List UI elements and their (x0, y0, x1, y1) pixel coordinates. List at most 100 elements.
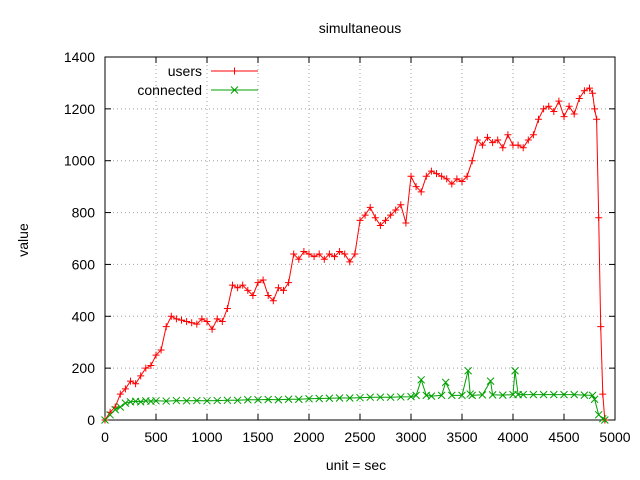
y-tick-label: 400 (72, 308, 96, 324)
data-point-users (535, 115, 542, 123)
data-point-users (489, 139, 497, 147)
data-point-connected (580, 391, 589, 399)
data-point-connected (529, 390, 538, 399)
data-point-users (239, 281, 247, 289)
data-point-users (458, 177, 466, 185)
x-tick-label: 2500 (344, 429, 375, 445)
data-point-users (254, 279, 262, 287)
x-tick-label: 4500 (548, 429, 579, 445)
data-point-connected (468, 391, 477, 400)
data-point-connected (488, 390, 497, 399)
data-point-users (575, 94, 583, 102)
data-point-users (203, 317, 211, 325)
data-point-connected (305, 394, 313, 403)
data-point-users (463, 172, 471, 180)
data-point-users (570, 110, 578, 118)
data-point-connected (570, 390, 579, 399)
data-point-users (433, 170, 440, 178)
data-point-connected (466, 390, 475, 398)
x-tick-label: 3000 (395, 429, 426, 445)
data-point-users (550, 107, 558, 115)
data-point-connected (498, 391, 507, 399)
data-point-connected (182, 396, 191, 405)
data-point-connected (549, 390, 558, 399)
data-point-users (249, 292, 257, 300)
data-point-users (589, 89, 597, 97)
series-layer (101, 84, 609, 424)
x-tick-label: 500 (144, 429, 168, 445)
data-point-connected (172, 396, 181, 405)
data-point-users (366, 203, 374, 211)
data-point-connected (588, 391, 597, 400)
data-point-users (351, 250, 359, 258)
x-tick-label: 1500 (242, 429, 273, 445)
data-point-users (499, 144, 507, 152)
data-point-connected (223, 396, 232, 405)
data-point-users (167, 312, 175, 320)
data-point-users (264, 292, 272, 300)
data-point-connected (539, 390, 548, 399)
data-point-users (213, 315, 221, 323)
data-point-users (478, 141, 486, 149)
data-point-users (597, 323, 605, 331)
data-point-connected (121, 399, 130, 407)
data-point-connected (366, 393, 375, 402)
data-point-users (132, 380, 140, 388)
data-point-users (127, 377, 134, 385)
data-point-connected (152, 396, 160, 405)
series-connected (101, 366, 609, 424)
data-point-users (305, 250, 313, 258)
data-point-connected (213, 396, 222, 405)
data-point-connected (600, 416, 609, 424)
data-point-users (295, 255, 303, 263)
data-point-users (468, 157, 476, 165)
x-ticks: 0 500 1000 1500 2000 2500 3000 3500 4000 4500 5000 (101, 57, 631, 445)
data-point-users (193, 320, 201, 328)
data-point-connected (412, 391, 420, 400)
data-point-users (290, 250, 298, 258)
data-point-users (178, 316, 185, 324)
x-tick-label: 0 (101, 429, 109, 445)
y-tick-label: 600 (72, 256, 96, 272)
data-point-connected (203, 396, 211, 405)
data-point-connected (264, 395, 273, 404)
data-point-users (412, 183, 420, 191)
data-point-users (371, 214, 379, 222)
data-point-users (593, 115, 601, 123)
series-line-connected (104, 370, 606, 421)
data-point-users (172, 315, 180, 323)
data-point-users (269, 297, 277, 305)
data-point-connected (254, 395, 262, 404)
data-point-connected (386, 393, 395, 402)
data-point-connected (427, 392, 436, 400)
data-point-connected (447, 391, 456, 400)
x-tick-label: 2000 (293, 429, 324, 445)
y-axis-label: value (15, 223, 31, 257)
chart-title: simultaneous (319, 20, 402, 36)
data-point-users (555, 97, 563, 105)
data-point-users (443, 175, 451, 183)
grid (105, 57, 615, 420)
data-point-connected (335, 394, 344, 402)
data-point-connected (345, 394, 354, 402)
data-point-users (484, 133, 491, 141)
data-point-users (427, 167, 435, 175)
data-point-connected (396, 393, 405, 401)
data-point-users (422, 172, 430, 180)
data-point-connected (356, 393, 364, 402)
data-point-connected (315, 394, 324, 403)
data-point-users (494, 136, 502, 144)
data-point-users (188, 319, 196, 327)
data-point-users (519, 144, 527, 152)
data-point-connected (274, 395, 283, 404)
data-point-connected (590, 395, 599, 404)
data-point-users (325, 250, 333, 258)
data-point-connected (511, 366, 519, 375)
data-point-connected (294, 395, 303, 404)
data-point-users (595, 214, 603, 222)
data-point-users (599, 390, 607, 398)
data-point-connected (284, 395, 293, 404)
y-tick-label: 200 (72, 360, 96, 376)
data-point-users (142, 364, 150, 372)
legend-label-users: users (168, 63, 202, 79)
